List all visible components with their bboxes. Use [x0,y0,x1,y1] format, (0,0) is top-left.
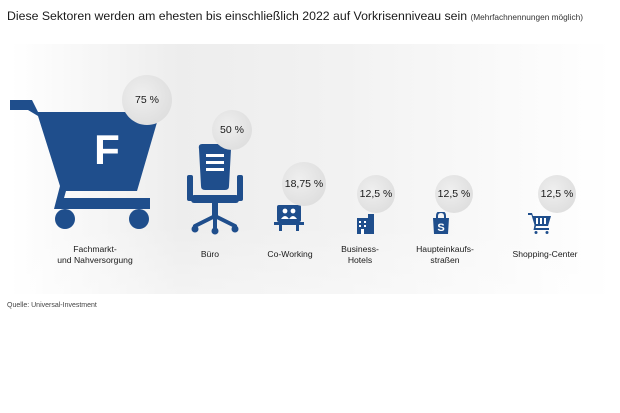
office-chair-icon [187,144,243,235]
title-note: (Mehrfachnennungen möglich) [470,12,583,22]
shopping-cart-icon [528,213,551,234]
category-label: Haupteinkaufs-straßen [416,244,474,265]
category-label: Co-Working [267,249,313,259]
value-badge: 12,5 % [538,175,576,213]
value-badge: 18,75 % [282,162,326,206]
coworking-people-icon [274,205,304,231]
hotel-building-icon [357,214,374,234]
category-label: Business- Hotels [341,244,379,265]
value-badge: 50 % [212,110,252,150]
category-label: Fachmarkt-und Nahversorgung [57,244,133,265]
shopping-cart-f-icon: F [10,100,160,229]
chart-title: Diese Sektoren werden am ehesten bis ein… [7,9,583,23]
svg-text:F: F [94,126,120,173]
source-note: Quelle: Universal-Investment [7,302,97,309]
category-label: Büro [200,249,220,259]
value-badge: 12,5 % [435,175,473,213]
shopping-bag-icon: S [433,212,449,234]
svg-text:S: S [437,222,444,234]
value-badge: 75 % [122,75,172,125]
category-label: Shopping-Center [512,249,578,259]
value-badge: 12,5 % [357,175,395,213]
title-main: Diese Sektoren werden am ehesten bis ein… [7,9,468,23]
